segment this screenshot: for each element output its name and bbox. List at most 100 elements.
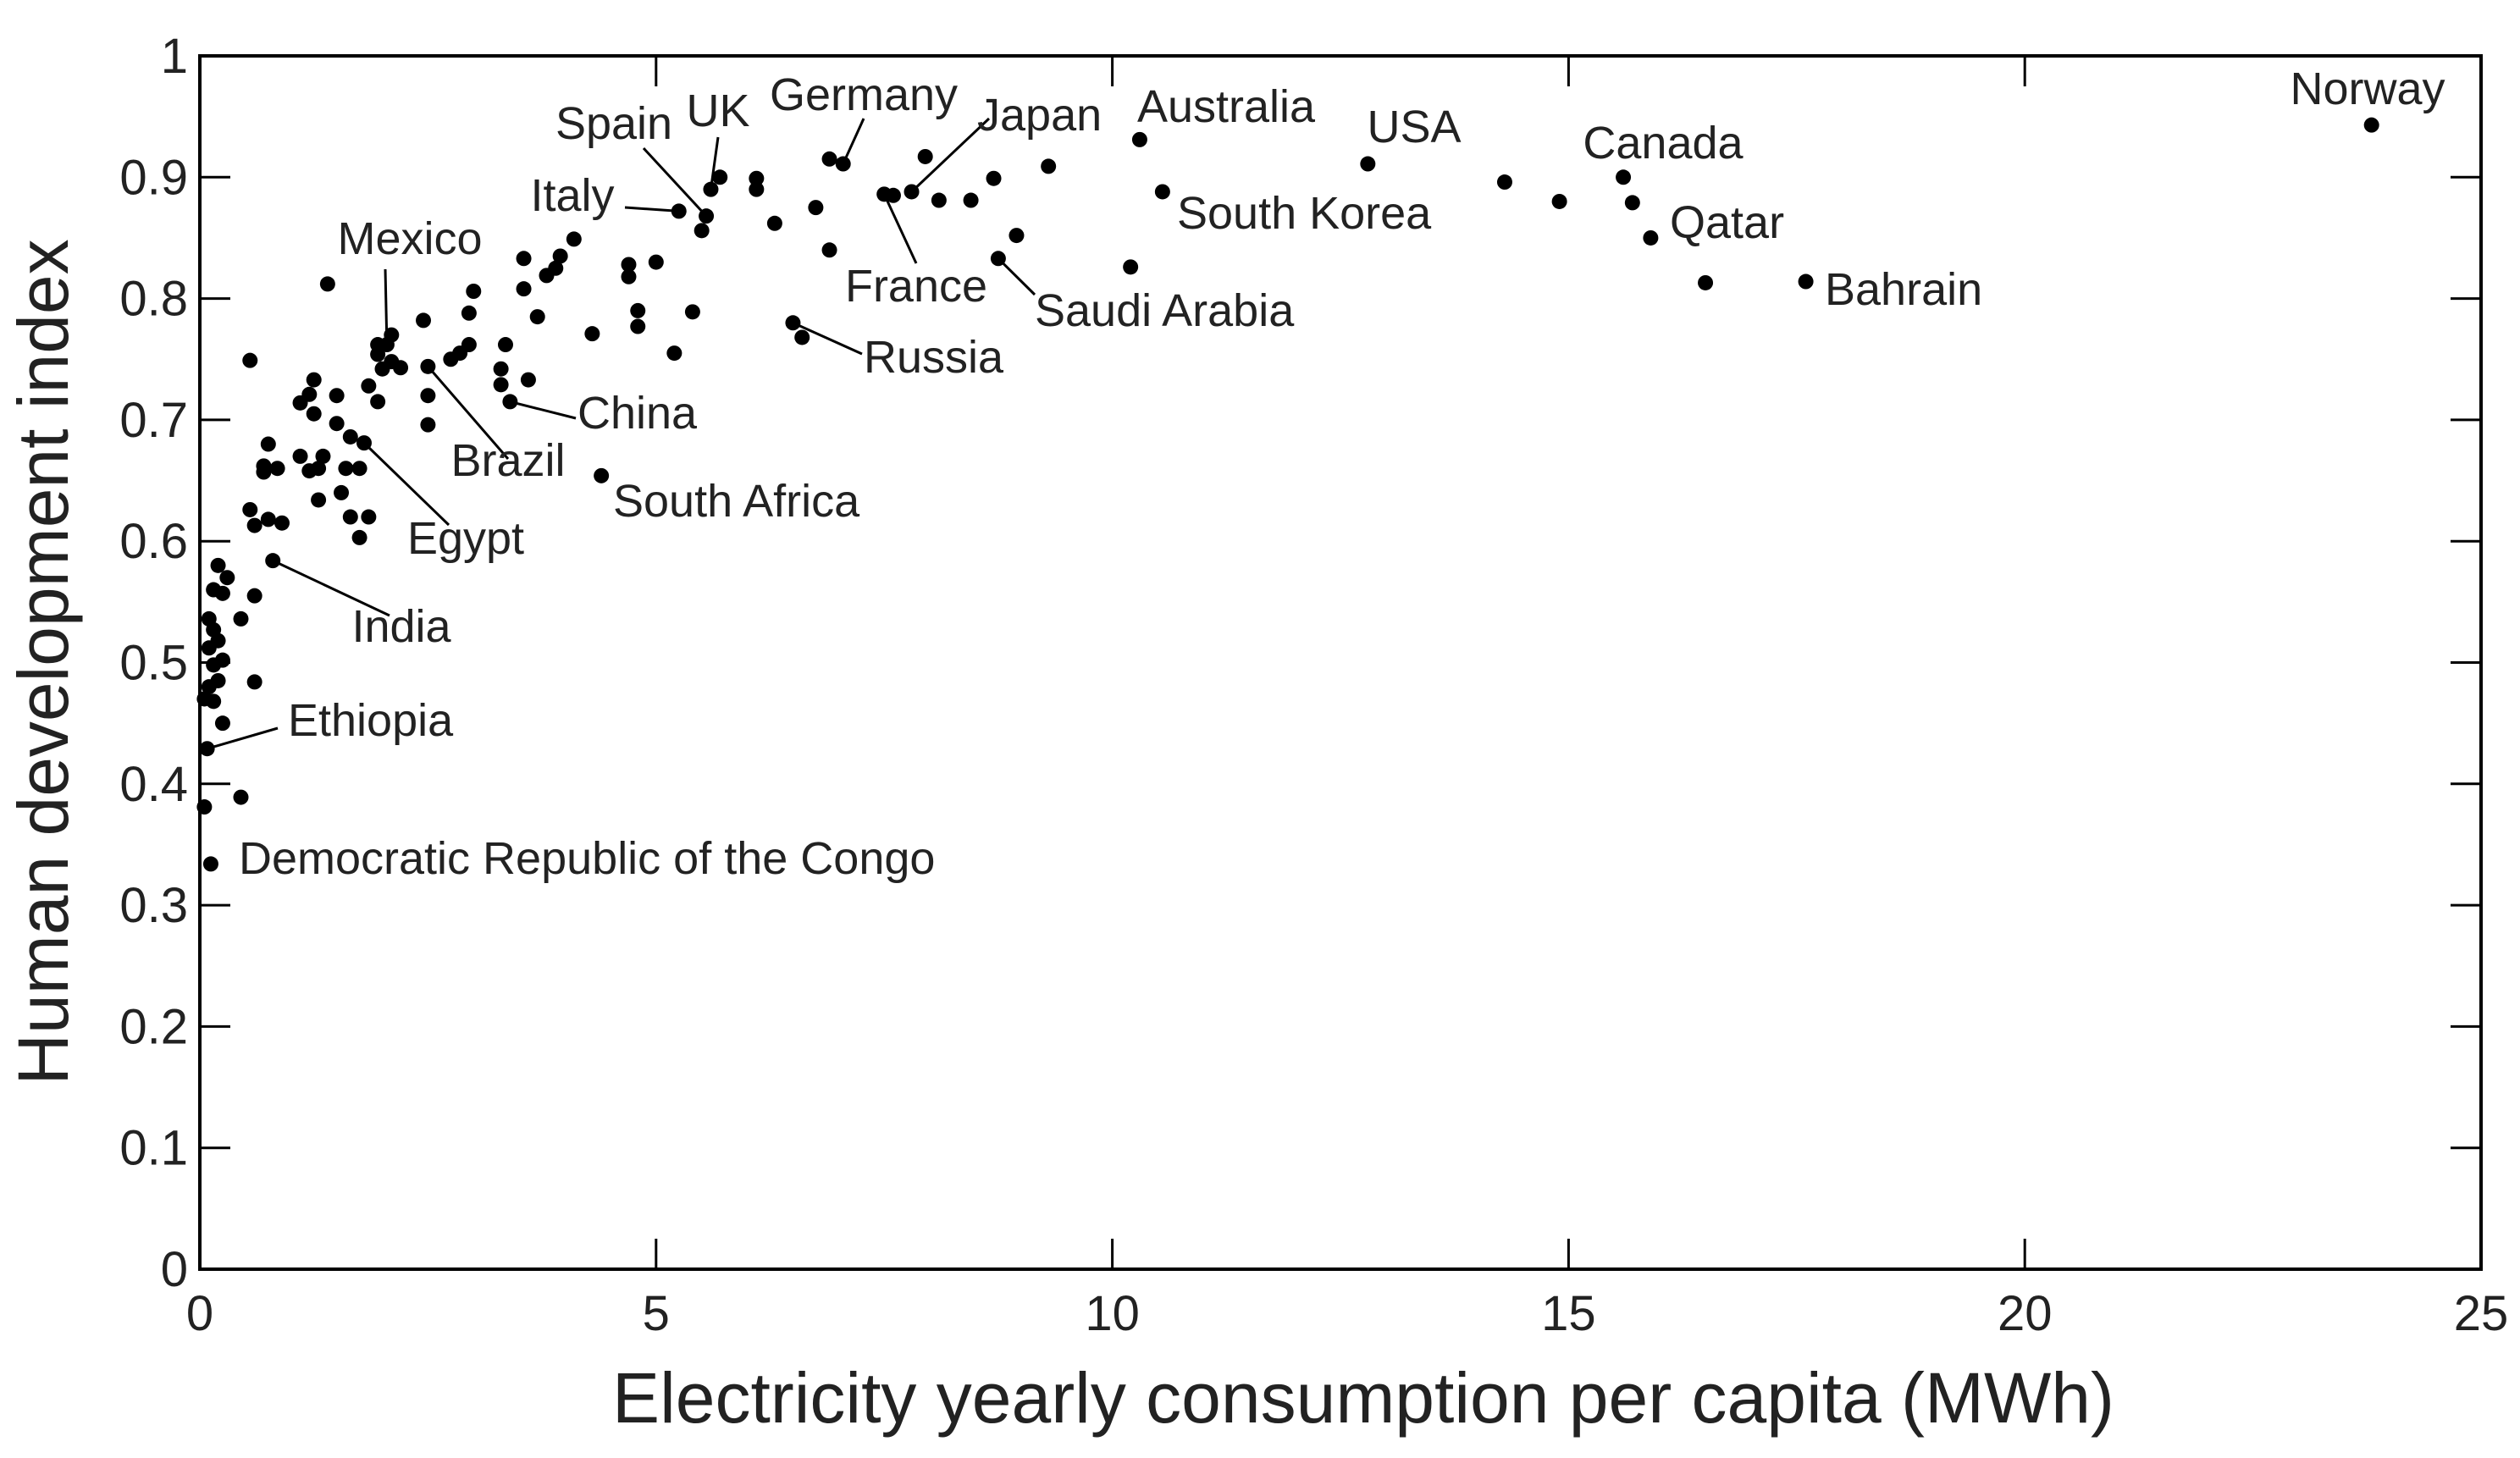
data-point — [621, 268, 637, 284]
data-point-labeled — [703, 181, 719, 197]
plot-area — [198, 54, 2483, 1271]
y-tick-label: 0.5 — [119, 636, 188, 691]
point-label: Bahrain — [1825, 264, 1982, 315]
data-point — [338, 461, 354, 477]
data-point — [301, 463, 318, 479]
data-point — [712, 169, 728, 185]
data-points — [196, 117, 2379, 872]
data-point-labeled — [1131, 131, 1147, 147]
data-point — [311, 492, 327, 508]
data-point — [306, 372, 322, 388]
point-label: UK — [686, 86, 749, 136]
data-point-labeled — [2363, 117, 2379, 133]
point-label: Brazil — [450, 435, 565, 486]
data-point — [329, 416, 345, 432]
data-point-labeled — [420, 358, 436, 374]
data-point — [246, 674, 262, 690]
data-point-labeled — [199, 741, 215, 757]
point-label: Italy — [530, 170, 614, 221]
data-point — [1698, 274, 1714, 290]
point-label: Democratic Republic of the Congo — [239, 833, 935, 884]
data-point — [233, 610, 249, 627]
data-point — [292, 448, 308, 464]
data-point — [219, 570, 235, 586]
data-point — [260, 511, 276, 527]
data-point — [351, 461, 368, 477]
data-point — [493, 361, 509, 377]
data-point — [361, 378, 377, 394]
data-point — [666, 345, 682, 362]
x-tick-label: 20 — [1998, 1286, 2053, 1341]
point-label: Russia — [864, 332, 1004, 383]
point-label: Germany — [770, 69, 958, 120]
data-point — [794, 329, 810, 345]
data-point — [963, 192, 979, 208]
label-leader-line — [882, 193, 918, 264]
data-point-labeled — [699, 208, 715, 224]
data-point — [246, 517, 262, 533]
label-leader-line — [642, 146, 708, 218]
data-point-labeled — [202, 856, 218, 872]
data-point-labeled — [1643, 229, 1659, 246]
data-point — [342, 509, 358, 525]
point-label: China — [578, 388, 698, 439]
data-point — [648, 254, 664, 270]
data-point — [246, 588, 262, 604]
data-point — [274, 515, 290, 531]
label-leader-line — [792, 321, 863, 356]
data-point — [621, 257, 637, 273]
data-point — [206, 657, 222, 673]
data-point — [292, 395, 308, 411]
data-point — [260, 436, 276, 452]
data-point — [516, 251, 532, 267]
x-tick-label: 10 — [1085, 1286, 1140, 1341]
label-leader-line — [709, 136, 720, 190]
point-label: Canada — [1583, 118, 1744, 168]
point-label: Egypt — [407, 513, 524, 564]
data-point-labeled — [1798, 273, 1814, 290]
data-point — [233, 789, 249, 805]
point-label: Mexico — [337, 213, 482, 264]
data-point — [242, 352, 258, 368]
data-point — [206, 693, 222, 710]
data-point — [749, 181, 765, 197]
data-point — [566, 231, 582, 247]
data-point — [393, 360, 409, 376]
data-point — [552, 248, 568, 264]
data-point — [420, 417, 436, 433]
data-point-labeled — [785, 315, 801, 331]
data-point — [1009, 228, 1025, 244]
point-labels: Norway USA Australia Canada Qatar Bahrain Sout… — [239, 64, 2445, 884]
point-label: Norway — [2290, 64, 2445, 114]
data-point-labeled — [356, 435, 372, 451]
data-point — [466, 284, 482, 300]
data-point — [214, 585, 230, 601]
data-point — [497, 337, 513, 353]
point-label: Australia — [1137, 81, 1316, 132]
data-point — [315, 448, 331, 464]
data-point-labeled — [904, 184, 920, 200]
data-point — [584, 326, 600, 342]
data-point-labeled — [594, 467, 610, 483]
data-point — [1496, 174, 1512, 191]
data-point — [420, 388, 436, 404]
data-point — [630, 302, 646, 318]
data-point — [694, 223, 710, 239]
data-point — [516, 281, 532, 297]
data-point-labeled — [379, 337, 395, 353]
data-point-labeled — [1616, 169, 1632, 185]
y-tick-label: 0.4 — [119, 757, 188, 812]
data-point — [1123, 259, 1139, 275]
data-point — [210, 557, 226, 573]
point-label: Japan — [977, 90, 1102, 141]
data-point — [766, 215, 782, 231]
point-label: India — [351, 601, 451, 652]
point-label: Qatar — [1670, 197, 1784, 248]
label-leader-line — [910, 117, 991, 193]
data-point — [808, 200, 824, 216]
data-point-labeled — [876, 186, 892, 202]
data-point — [201, 679, 217, 695]
data-point — [821, 242, 837, 258]
data-point — [821, 151, 837, 167]
